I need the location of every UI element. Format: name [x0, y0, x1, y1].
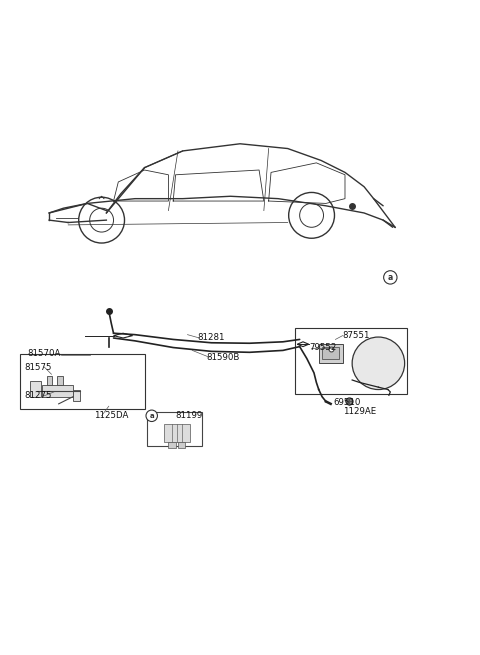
- Circle shape: [384, 271, 397, 284]
- Text: 81281: 81281: [197, 333, 225, 343]
- Polygon shape: [114, 333, 132, 338]
- Text: 1125DA: 1125DA: [95, 411, 129, 421]
- Bar: [178, 442, 185, 448]
- Text: 81275: 81275: [24, 391, 52, 400]
- Text: 81570A: 81570A: [28, 349, 61, 358]
- Text: 81575: 81575: [24, 363, 52, 371]
- Circle shape: [352, 337, 405, 390]
- Text: 81199: 81199: [176, 411, 203, 420]
- Bar: [295, 328, 407, 394]
- Text: 87551: 87551: [343, 331, 370, 340]
- Text: 1129AE: 1129AE: [343, 407, 376, 415]
- Text: 81590B: 81590B: [206, 352, 240, 362]
- Bar: [168, 442, 176, 448]
- Bar: [47, 376, 52, 384]
- Bar: [322, 346, 339, 358]
- Bar: [73, 390, 80, 402]
- Bar: [42, 384, 73, 397]
- Circle shape: [146, 410, 157, 422]
- Bar: [147, 413, 202, 446]
- Bar: [57, 376, 63, 384]
- Text: 69510: 69510: [333, 398, 360, 407]
- Bar: [164, 424, 190, 442]
- Text: 79552: 79552: [309, 343, 336, 352]
- Bar: [21, 354, 144, 409]
- Polygon shape: [297, 342, 309, 346]
- Text: a: a: [388, 273, 393, 282]
- Bar: [319, 345, 343, 364]
- Bar: [30, 381, 40, 397]
- Text: a: a: [149, 413, 154, 419]
